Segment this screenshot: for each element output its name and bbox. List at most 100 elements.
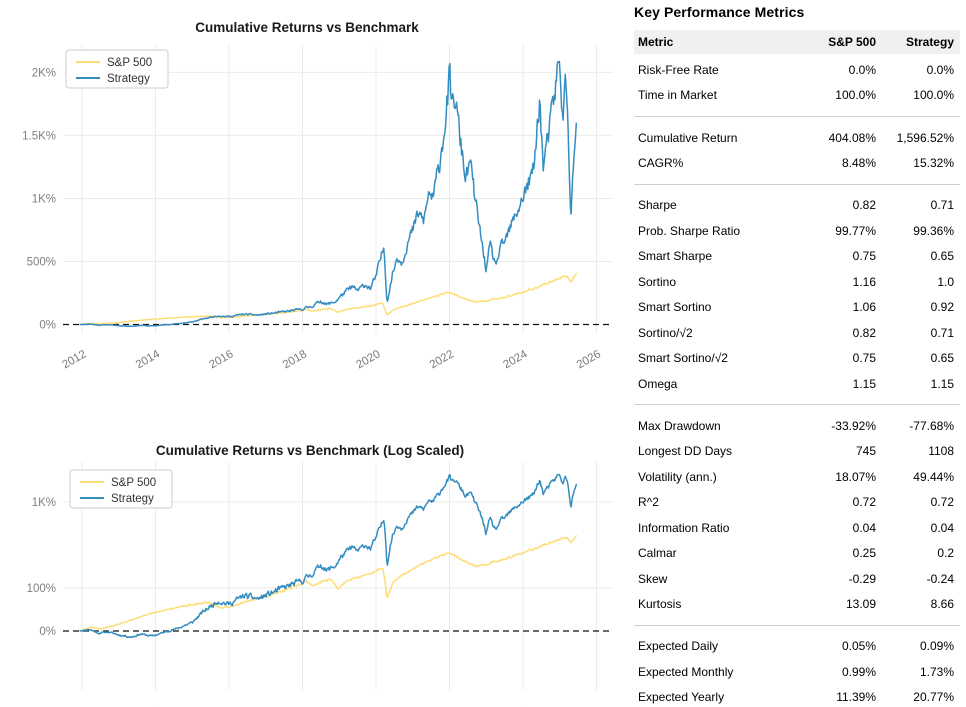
metric-row: Expected Daily 0.05% 0.09% — [634, 634, 960, 659]
metric-value-strategy: 8.66 — [930, 597, 954, 612]
metric-label: Omega — [638, 376, 678, 391]
metrics-table-header: Metric S&P 500 Strategy — [634, 30, 960, 54]
metric-value-strategy: 1.15 — [930, 376, 954, 391]
metric-value-sp500: 99.77% — [835, 223, 876, 238]
cumulative-returns-log-chart: 1K%100%0%2012201420162018202020222024202… — [27, 443, 613, 707]
x-tick-label: 2026 — [575, 348, 603, 371]
y-tick-label: 0% — [39, 320, 56, 332]
metric-value-strategy: 49.44% — [913, 469, 954, 484]
metric-label: Max Drawdown — [638, 418, 721, 433]
x-tick-label: 2020 — [354, 348, 382, 371]
metric-value-strategy: 0.71 — [930, 198, 954, 213]
legend: S&P 500 Strategy — [65, 49, 169, 89]
metric-row: Expected Monthly 0.99% 1.73% — [634, 659, 960, 684]
metric-row: Omega 1.15 1.15 — [634, 371, 960, 396]
metric-value-sp500: 0.99% — [841, 664, 876, 679]
metric-value-strategy: 20.77% — [913, 690, 954, 705]
metric-value-sp500: 1.06 — [852, 300, 876, 315]
metric-row: Max Drawdown -33.92% -77.68% — [634, 413, 960, 438]
metric-value-sp500: 13.09 — [845, 597, 876, 612]
metric-label: Smart Sortino — [638, 300, 712, 315]
x-tick-label: 2022 — [428, 348, 456, 371]
x-tick-label: 2012 — [60, 348, 88, 371]
legend-label: Strategy — [111, 493, 154, 505]
y-tick-label: 1.5K% — [22, 130, 56, 142]
metric-value-strategy: 1,596.52% — [896, 130, 954, 145]
metric-value-sp500: 0.72 — [852, 495, 876, 510]
series-line-strategy — [79, 473, 578, 639]
metric-label: Sharpe — [638, 198, 677, 213]
metric-label: Risk-Free Rate — [638, 62, 719, 77]
metric-row: Volatility (ann.) 18.07% 49.44% — [634, 464, 960, 489]
metric-row: Prob. Sharpe Ratio 99.77% 99.36% — [634, 218, 960, 243]
metric-value-strategy: 0.09% — [919, 639, 954, 654]
metric-value-strategy: 99.36% — [913, 223, 954, 238]
metric-label: CAGR% — [638, 156, 684, 171]
metric-value-strategy: 0.04 — [930, 520, 954, 535]
metric-value-sp500: 0.75 — [852, 249, 876, 264]
x-tick-label: 2024 — [501, 348, 530, 371]
metric-value-strategy: 0.2 — [937, 546, 954, 561]
series-line-s-p-500 — [79, 272, 578, 326]
cumulative-returns-chart: 2K% 1.5K% 1K% 500% 0% 2012 2014 2016 2018 2020 202… — [22, 20, 613, 371]
key-performance-metrics-panel: Key Performance Metrics Metric S&P 500 S… — [634, 0, 960, 707]
metric-value-sp500: 0.04 — [852, 520, 876, 535]
x-tick-label: 2016 — [207, 348, 235, 371]
metric-value-strategy: -0.24 — [926, 571, 954, 586]
legend-label: Strategy — [107, 73, 150, 85]
metric-row: Sharpe 0.82 0.71 — [634, 193, 960, 218]
metric-value-sp500: 18.07% — [835, 469, 876, 484]
metric-label: Sortino — [638, 274, 677, 289]
metric-label: Prob. Sharpe Ratio — [638, 223, 741, 238]
metric-value-sp500: 0.25 — [852, 546, 876, 561]
y-tick-label: 500% — [27, 256, 56, 268]
metric-label: Expected Monthly — [638, 664, 734, 679]
metric-value-sp500: 0.82 — [852, 198, 876, 213]
metric-label: Skew — [638, 571, 668, 586]
metric-row: Smart Sharpe 0.75 0.65 — [634, 244, 960, 269]
metric-row: Expected Yearly 11.39% 20.77% — [634, 685, 960, 707]
legend-label: S&P 500 — [107, 57, 152, 69]
column-header-metric: Metric — [638, 35, 674, 49]
metric-value-sp500: 0.82 — [852, 325, 876, 340]
metric-label: Information Ratio — [638, 520, 730, 535]
metric-row: CAGR% 8.48% 15.32% — [634, 150, 960, 175]
metric-value-sp500: 0.0% — [848, 62, 876, 77]
y-tick-label: 0% — [39, 626, 56, 638]
metric-label: Sortino/√2 — [638, 325, 693, 340]
column-header-sp500: S&P 500 — [828, 35, 876, 49]
metric-value-strategy: 100.0% — [913, 88, 954, 103]
section-divider — [634, 404, 960, 406]
metric-value-strategy: 1.0 — [937, 274, 954, 289]
metric-label: Smart Sharpe — [638, 249, 713, 264]
x-tick-label: 2014 — [134, 348, 163, 371]
metric-row: R^2 0.72 0.72 — [634, 490, 960, 515]
metric-row: Smart Sortino/√2 0.75 0.65 — [634, 345, 960, 370]
column-header-strategy: Strategy — [905, 35, 954, 49]
metric-value-sp500: 1.16 — [852, 274, 876, 289]
metric-value-sp500: 1.15 — [852, 376, 876, 391]
metric-label: Smart Sortino/√2 — [638, 351, 728, 366]
metric-label: Time in Market — [638, 88, 717, 103]
metric-row: Sortino/√2 0.82 0.71 — [634, 320, 960, 345]
y-tick-label: 1K% — [32, 193, 56, 205]
metric-row: Sortino 1.16 1.0 — [634, 269, 960, 294]
y-tick-label: 1K% — [32, 497, 56, 509]
metric-value-sp500: 745 — [855, 444, 876, 459]
metric-row: Cumulative Return 404.08% 1,596.52% — [634, 125, 960, 150]
metric-value-sp500: 100.0% — [835, 88, 876, 103]
panel-title: Key Performance Metrics — [634, 4, 805, 20]
chart-title: Cumulative Returns vs Benchmark — [195, 20, 419, 35]
metric-row: Skew -0.29 -0.24 — [634, 566, 960, 591]
metric-row: Calmar 0.25 0.2 — [634, 540, 960, 565]
metric-value-strategy: 0.71 — [930, 325, 954, 340]
metric-value-strategy: 1108 — [928, 444, 954, 459]
metric-value-sp500: 8.48% — [841, 156, 876, 171]
section-divider — [634, 624, 960, 626]
metric-value-strategy: 0.65 — [930, 249, 954, 264]
metric-row: Longest DD Days 745 1108 — [634, 439, 960, 464]
metric-value-sp500: 0.75 — [852, 351, 876, 366]
metric-value-strategy: 1.73% — [919, 664, 954, 679]
metrics-table-body: Risk-Free Rate 0.0% 0.0% Time in Market 100.… — [634, 57, 960, 707]
